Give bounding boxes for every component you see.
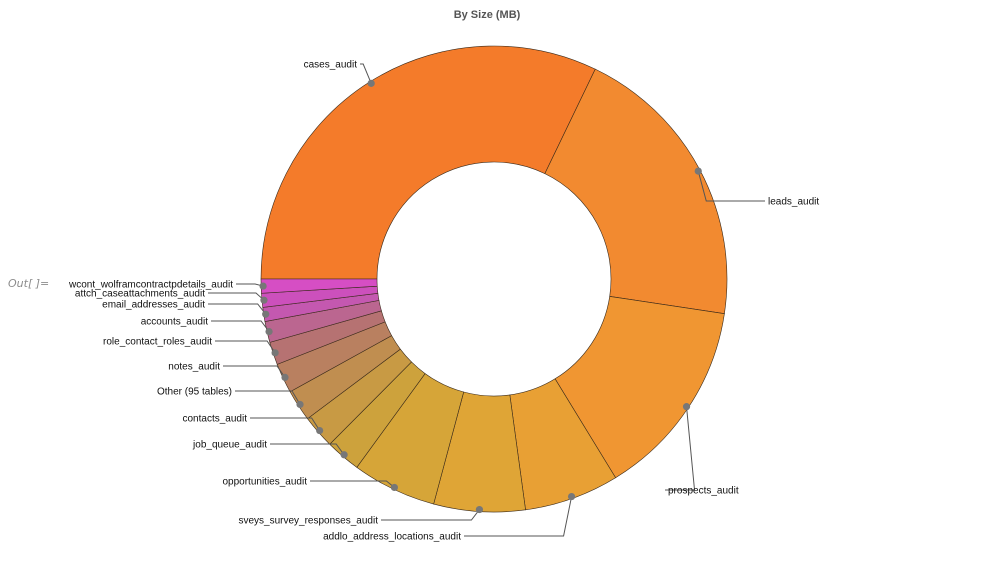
callout-line bbox=[697, 170, 765, 202]
callout-dot bbox=[271, 349, 279, 357]
slice-label: leads_audit bbox=[768, 197, 819, 208]
callout-line bbox=[223, 365, 286, 378]
callout-line bbox=[215, 340, 276, 354]
slice-label: addlo_address_locations_audit bbox=[323, 532, 461, 543]
callout-dot bbox=[265, 327, 273, 336]
callout-line bbox=[665, 406, 696, 491]
callout-line bbox=[360, 63, 372, 84]
callout-dot bbox=[367, 79, 375, 87]
callout-dot bbox=[262, 310, 270, 318]
callout-line bbox=[211, 320, 270, 332]
donut-slice-leads-audit bbox=[544, 68, 728, 314]
callout-dot bbox=[296, 400, 304, 409]
slice-label: notes_audit bbox=[168, 362, 220, 373]
slice-label: sveys_survey_responses_audit bbox=[238, 516, 378, 527]
callout-line bbox=[235, 390, 301, 405]
chart-title: By Size (MB) bbox=[454, 9, 521, 21]
callout-dot bbox=[260, 296, 268, 304]
callout-line bbox=[236, 283, 264, 287]
callout-line bbox=[208, 292, 265, 301]
slice-label: contacts_audit bbox=[183, 414, 248, 425]
slice-label: prospects_audit bbox=[668, 486, 739, 497]
callout-line bbox=[250, 417, 321, 431]
cell-output-label: Out[ ]= bbox=[8, 277, 50, 290]
callout-dot bbox=[567, 492, 576, 501]
callout-dot bbox=[682, 403, 691, 411]
callout-dot bbox=[694, 167, 702, 175]
callout-dot bbox=[281, 373, 289, 382]
slice-label: accounts_audit bbox=[141, 317, 208, 328]
callout-line bbox=[464, 496, 573, 537]
callout-dot bbox=[316, 426, 324, 435]
slice-callouts: cases_audit leads_audit prospects_auditadd… bbox=[68, 60, 819, 543]
slice-label: role_contact_roles_audit bbox=[103, 337, 212, 348]
callout-dot bbox=[390, 483, 398, 492]
callout-dot bbox=[259, 282, 267, 290]
slice-label: email_addresses_audit bbox=[102, 300, 205, 311]
callout-line bbox=[270, 443, 345, 456]
callout-line bbox=[381, 509, 480, 521]
donut-slices bbox=[260, 45, 728, 513]
callout-dot bbox=[340, 451, 348, 459]
slice-label: attch_caseattachments_audit bbox=[75, 289, 205, 300]
slice-label: Other (95 tables) bbox=[157, 387, 232, 398]
donut-slice-cases-audit bbox=[260, 45, 596, 280]
callout-dot bbox=[475, 505, 484, 514]
slice-label: cases_audit bbox=[304, 60, 358, 71]
slice-label: job_queue_audit bbox=[192, 440, 267, 451]
callout-line bbox=[208, 303, 267, 315]
slice-label: wcont_wolframcontractpdetails_audit bbox=[68, 280, 233, 291]
slice-label: opportunities_audit bbox=[222, 477, 307, 488]
